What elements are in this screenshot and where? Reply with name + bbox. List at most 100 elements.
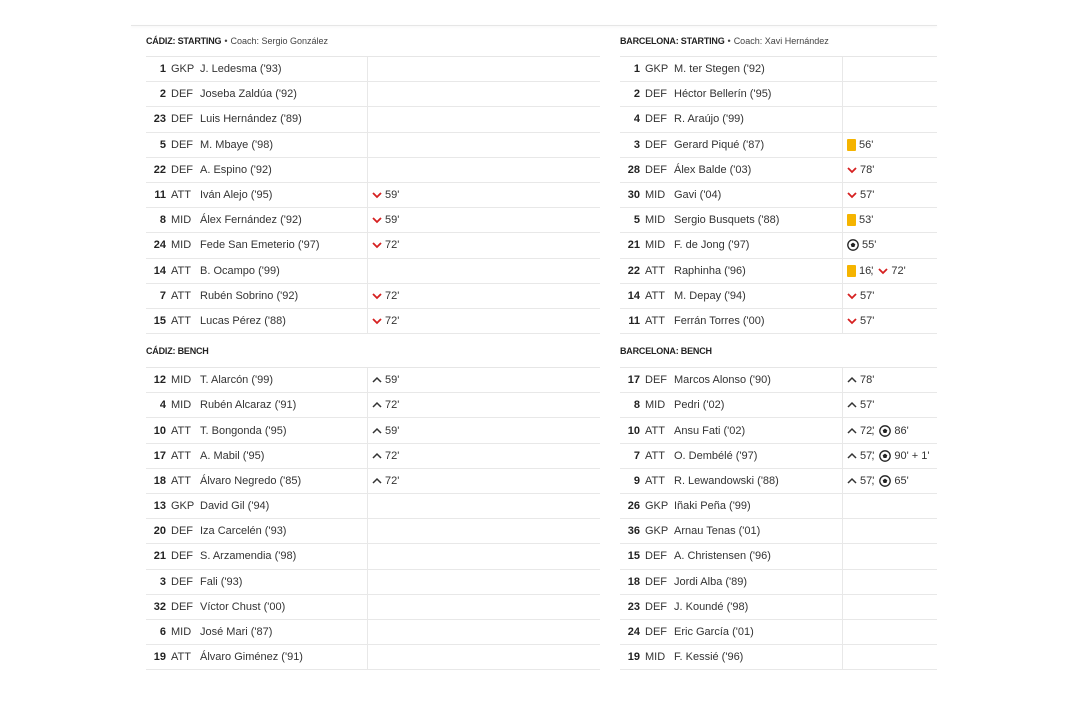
player-name: Marcos Alonso ('90) [674, 374, 771, 387]
player-row: 3 DEF Fali ('93) [146, 569, 600, 595]
events: 78' [843, 158, 874, 182]
player-info: 21 DEF S. Arzamendia ('98) [146, 544, 368, 569]
event-goal: 90' + 1' [874, 450, 930, 462]
player-row: 5 DEF M. Mbaye ('98) [146, 132, 600, 158]
events [843, 570, 847, 594]
player-name: Fede San Emeterio ('97) [200, 239, 320, 252]
section-title: CÁDIZ: BENCH [146, 346, 209, 357]
player-name: R. Lewandowski ('88) [674, 474, 779, 487]
event-sub-on: 78' [847, 374, 874, 386]
event-yellow: 53' [847, 214, 874, 227]
player-info: 24 DEF Eric García ('01) [620, 619, 843, 645]
player-row: 14 ATT B. Ocampo ('99) [146, 258, 600, 284]
events [368, 158, 372, 182]
events: 16'72' [843, 259, 906, 283]
position: ATT [171, 189, 191, 202]
player-name: Eric García ('01) [674, 626, 754, 639]
player-info: 19 MID F. Kessié ('96) [620, 645, 843, 670]
position: GKP [645, 500, 669, 513]
event-sub-on: 72' [372, 475, 399, 487]
shirt-number: 21 [153, 550, 166, 563]
player-row: 4 DEF R. Araújo ('99) [620, 107, 937, 133]
event-icon [372, 402, 382, 408]
event-minute: 86' [894, 424, 909, 437]
events: 59' [368, 208, 399, 232]
player-name: Luis Hernández ('89) [200, 113, 302, 126]
player-row: 4 MID Rubén Alcaraz ('91) 72' [146, 393, 600, 419]
player-row: 7 ATT O. Dembélé ('97) 57' 90' + 1' [620, 443, 937, 469]
player-info: 12 MID T. Alarcón ('99) [146, 368, 368, 393]
event-minute: 78' [860, 163, 875, 176]
events [368, 57, 372, 81]
events: 78' [843, 368, 874, 392]
position: MID [171, 239, 192, 252]
event-minute: 53' [859, 214, 874, 227]
shirt-number: 15 [627, 550, 640, 563]
event-minute: 72' [385, 399, 400, 412]
player-row: 32 DEF Víctor Chust ('00) [146, 594, 600, 620]
player-name: Jordi Alba ('89) [674, 575, 748, 588]
shirt-number: 24 [627, 626, 640, 639]
shirt-number: 22 [153, 163, 166, 176]
event-minute: 59' [385, 214, 400, 227]
event-icon [847, 293, 857, 300]
player-info: 18 ATT Álvaro Negredo ('85) [146, 468, 368, 493]
player-row: 22 ATT Raphinha ('96) 16'72' [620, 258, 937, 284]
events: 72' [368, 284, 399, 308]
position: MID [645, 239, 666, 252]
event-icon [847, 239, 859, 252]
player-info: 8 MID Pedri ('02) [620, 393, 843, 418]
event-sub-on: 72' [372, 399, 399, 411]
player-row: 1 GKP J. Ledesma ('93) [146, 57, 600, 83]
shirt-number: 5 [633, 214, 640, 227]
shirt-number: 12 [153, 374, 166, 387]
event-icon [847, 377, 857, 383]
shirt-number: 5 [159, 138, 166, 151]
player-row: 22 DEF A. Espino ('92) [146, 157, 600, 183]
event-minute: 78' [860, 374, 875, 387]
event-sub-off: 57' [847, 290, 874, 302]
events: 59' [368, 183, 399, 207]
player-name: Álvaro Giménez ('91) [200, 651, 303, 664]
player-row: 11 ATT Iván Alejo ('95) 59' [146, 182, 600, 209]
player-info: 14 ATT B. Ocampo ('99) [146, 258, 368, 283]
player-row: 14 ATT M. Depay ('94) 57' [620, 283, 937, 309]
shirt-number: 6 [159, 626, 166, 639]
event-sub-off: 78' [847, 164, 874, 176]
player-name: F. de Jong ('97) [674, 239, 750, 252]
player-info: 3 DEF Gerard Piqué ('87) [620, 132, 843, 157]
player-row: 21 DEF S. Arzamendia ('98) [146, 544, 600, 570]
player-info: 22 DEF A. Espino ('92) [146, 157, 368, 182]
position: MID [171, 374, 192, 387]
event-icon [372, 217, 382, 224]
shirt-number: 13 [153, 500, 166, 513]
shirt-number: 18 [153, 474, 166, 487]
event-icon [847, 402, 857, 408]
event-icon [372, 477, 382, 484]
events [368, 259, 372, 283]
player-row: 15 DEF A. Christensen ('96) [620, 544, 937, 570]
section-title: CÁDIZ: STARTING [146, 36, 222, 46]
player-name: T. Alarcón ('99) [200, 374, 274, 387]
event-minute: 65' [894, 474, 909, 487]
position: MID [171, 626, 192, 639]
player-row: 10 ATT Ansu Fati ('02) 72' 86' [620, 418, 937, 444]
position: ATT [645, 449, 665, 462]
shirt-number: 7 [633, 449, 640, 462]
player-info: 1 GKP J. Ledesma ('93) [146, 57, 368, 82]
player-info: 3 DEF Fali ('93) [146, 569, 368, 594]
event-minute: 57' [860, 399, 875, 412]
event-sub-off: 57' [847, 315, 874, 327]
player-info: 7 ATT Rubén Sobrino ('92) [146, 283, 368, 308]
shirt-number: 3 [633, 138, 640, 151]
section-header: CÁDIZ: STARTINGCoach: Sergio González [146, 26, 600, 57]
position: DEF [645, 113, 667, 126]
position: ATT [171, 424, 191, 437]
player-name: F. Kessié ('96) [674, 651, 744, 664]
shirt-number: 10 [153, 424, 166, 437]
player-info: 30 MID Gavi ('04) [620, 182, 843, 208]
player-name: Ferrán Torres ('00) [674, 314, 765, 327]
player-info: 5 DEF M. Mbaye ('98) [146, 132, 368, 157]
shirt-number: 9 [633, 474, 640, 487]
event-icon [878, 267, 889, 274]
